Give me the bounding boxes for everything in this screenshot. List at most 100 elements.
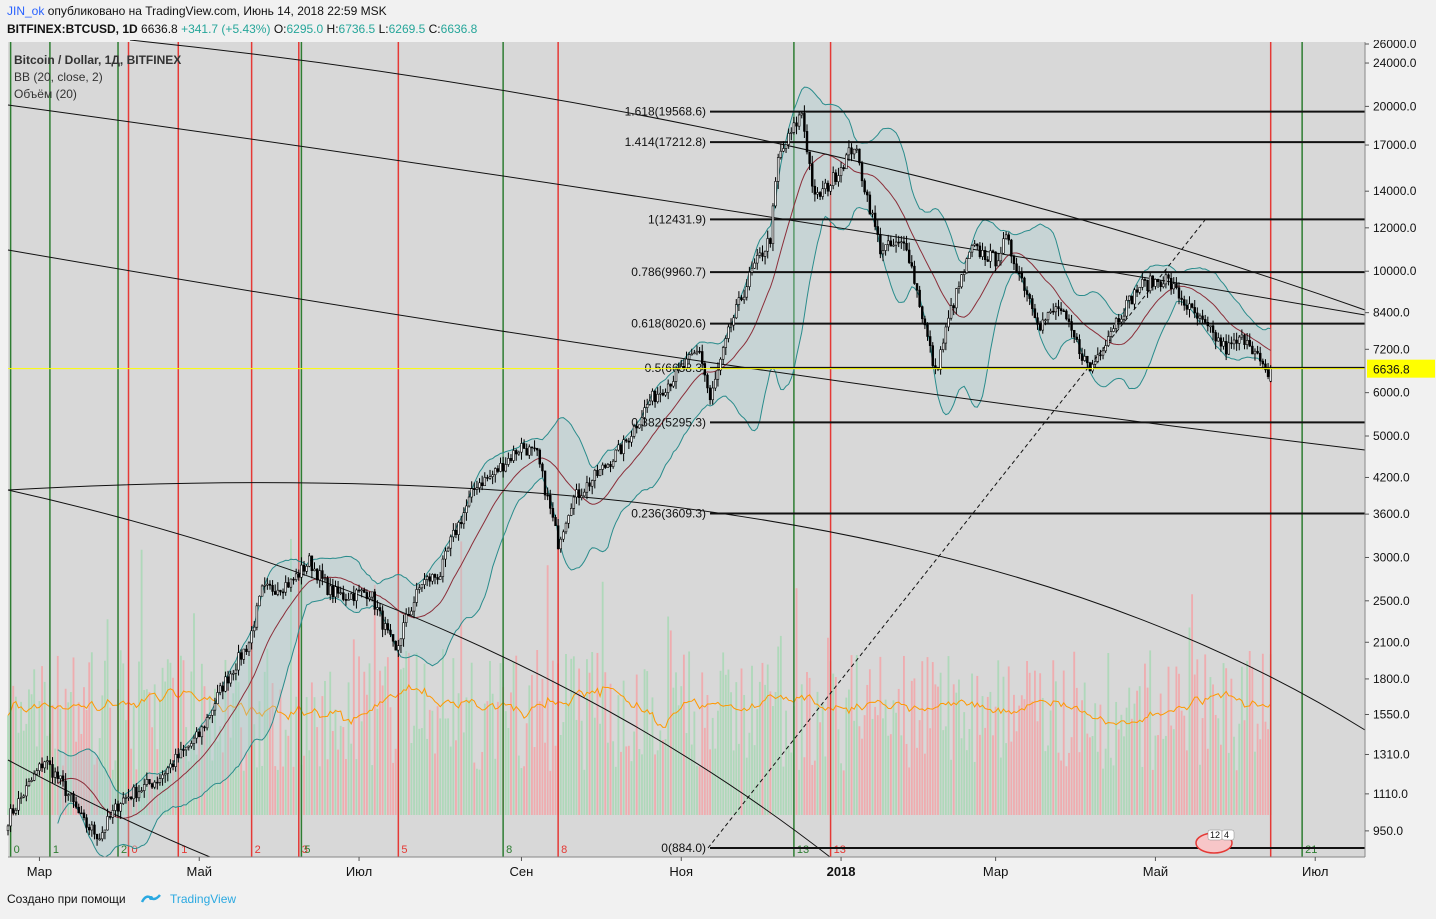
candle-body <box>1264 363 1267 371</box>
candle-body <box>302 564 306 572</box>
candle-body <box>247 642 251 653</box>
trend-arc <box>7 489 831 858</box>
tradingview-link[interactable]: TradingView <box>170 892 237 906</box>
candle-body <box>431 574 434 582</box>
volume-bar <box>1036 721 1039 815</box>
candle-body <box>30 780 33 782</box>
author-link[interactable]: JIN_ok <box>7 4 45 18</box>
volume-bar <box>1133 703 1136 815</box>
fib-level-label: 0.786(9960.7) <box>631 265 706 279</box>
volume-bar <box>622 680 625 815</box>
volume-bar <box>601 581 604 815</box>
candle-body <box>632 425 636 437</box>
volume-bar <box>423 663 426 815</box>
footer: Создано при помощи TradingView <box>0 884 1436 919</box>
volume-bar <box>261 765 264 815</box>
cycle-label: 13 <box>834 844 846 856</box>
candle-body <box>135 786 138 799</box>
candle-body <box>177 754 180 759</box>
volume-bar <box>559 735 562 815</box>
candle-body <box>216 692 219 705</box>
candle-body <box>942 342 945 350</box>
volume-bar <box>1060 760 1063 815</box>
candle-body <box>1261 360 1265 365</box>
candle-body <box>480 482 484 487</box>
volume-bar <box>496 701 499 815</box>
candle-body <box>300 564 303 578</box>
event-badge[interactable]: 12 4 <box>1195 829 1235 854</box>
candle-body <box>541 463 544 472</box>
candle-body <box>753 262 756 269</box>
candle-body <box>1227 342 1230 355</box>
volume-bar <box>1128 687 1131 815</box>
candle-body <box>72 793 75 803</box>
candle-body <box>190 743 193 747</box>
candle-body <box>1219 337 1223 347</box>
volume-bar <box>617 695 620 815</box>
cycle-label: 8 <box>561 844 567 856</box>
volume-bar <box>1254 751 1256 815</box>
price-chart[interactable]: 0 1 2 0 1 2 35 5 8 8 13 13 21 1.618(19568.6)1.414(17… <box>0 40 1436 884</box>
volume-bar <box>447 718 450 815</box>
volume-bar <box>709 749 711 815</box>
volume-bar <box>1162 738 1165 815</box>
volume-bar <box>727 669 730 815</box>
candle-body <box>818 192 822 197</box>
candle-body <box>672 381 675 387</box>
volume-bar <box>698 766 701 815</box>
volume-bar <box>790 752 793 815</box>
candle-body <box>1245 340 1249 345</box>
candle-body <box>237 652 240 671</box>
candle-body <box>305 565 308 572</box>
candle-body <box>842 167 845 170</box>
volume-bar <box>161 667 164 815</box>
candle-body <box>1012 255 1016 265</box>
volume-bar <box>944 726 947 815</box>
candle-body <box>619 444 623 454</box>
candle-body <box>46 760 49 763</box>
price-axis[interactable] <box>1365 42 1436 857</box>
price-tick-label: 17000.0 <box>1373 138 1417 152</box>
volume-bar <box>764 684 767 815</box>
candle-body <box>1243 334 1246 345</box>
candle-body <box>790 132 793 134</box>
volume-bar <box>523 766 525 815</box>
volume-bar <box>1193 674 1196 815</box>
volume-bar <box>913 678 916 815</box>
candle-body <box>611 460 615 467</box>
candle-body <box>1031 298 1034 310</box>
candle-body <box>329 585 332 595</box>
candle-body <box>69 793 73 796</box>
candle-body <box>716 369 720 380</box>
candle-body <box>735 304 738 319</box>
price-change: +341.7 (+5.43%) <box>181 22 271 36</box>
candle-body <box>287 582 290 588</box>
volume-bar <box>664 739 667 815</box>
volume-bar <box>1020 695 1023 815</box>
volume-bar <box>206 723 209 815</box>
volume-bar <box>211 760 214 815</box>
volume-bar <box>1044 751 1047 815</box>
volume-bar <box>208 695 211 815</box>
volume-bar <box>1107 652 1110 815</box>
price-axis-ticks: 26000.0 24000.0 20000.0 17000.0 14000.0 12000… <box>1365 40 1435 838</box>
time-axis[interactable] <box>0 857 1436 884</box>
volume-bar <box>926 657 929 815</box>
volume-bar <box>1222 663 1225 815</box>
volume-bar <box>578 668 581 815</box>
volume-bar <box>1086 733 1089 815</box>
candle-body <box>708 387 712 401</box>
volume-bar <box>546 565 549 815</box>
candle-body <box>981 250 984 257</box>
volume-bar <box>229 737 232 815</box>
candle-body <box>289 578 293 588</box>
volume-bar <box>1081 700 1083 815</box>
candle-body <box>53 771 57 778</box>
trend-arc <box>7 482 1366 731</box>
candle-body <box>682 365 686 369</box>
candle-body <box>606 464 610 468</box>
candle-body <box>494 468 497 476</box>
volume-bar <box>148 692 151 815</box>
candle-body <box>960 274 963 288</box>
candle-body <box>509 458 513 461</box>
